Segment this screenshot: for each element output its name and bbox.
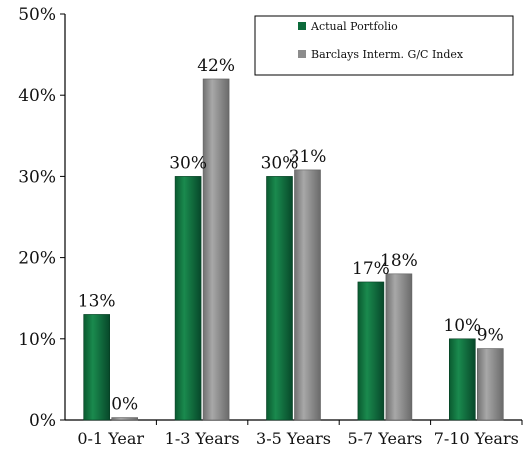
x-axis: 0-1 Year 1-3 Years 3-5 Years 5-7 Years 7-10 … xyxy=(65,419,523,448)
data-label-barclays-index: 9% xyxy=(477,326,504,346)
data-label-actual-portfolio: 10% xyxy=(443,316,481,336)
data-label-barclays-index: 42% xyxy=(197,56,235,76)
bar-actual-portfolio xyxy=(357,281,385,421)
bar-actual-portfolio xyxy=(266,176,293,421)
data-label-barclays-index: 31% xyxy=(289,147,327,167)
x-tick-label: 3-5 Years xyxy=(256,429,331,448)
bars xyxy=(83,78,504,421)
data-labels: 13%0%30%42%30%31%17%18%10%9% xyxy=(78,56,504,415)
y-tick-label: 10% xyxy=(18,330,56,350)
data-label-barclays-index: 0% xyxy=(111,395,138,415)
y-axis: 0% 10% 20% 30% 40% 50% xyxy=(18,5,66,431)
y-tick-label: 50% xyxy=(18,5,56,25)
data-label-actual-portfolio: 17% xyxy=(352,259,390,279)
legend-swatch xyxy=(298,50,306,58)
y-tick-label: 30% xyxy=(18,167,56,187)
legend: Actual Portfolio Barclays Interm. G/C Ind… xyxy=(254,15,514,76)
data-label-actual-portfolio: 30% xyxy=(261,153,299,173)
legend-label: Actual Portfolio xyxy=(310,20,398,33)
bar-actual-portfolio xyxy=(83,314,110,421)
bar-barclays-index xyxy=(385,273,413,421)
x-tick-label: 0-1 Year xyxy=(77,429,144,448)
x-tick-label: 5-7 Years xyxy=(347,429,422,448)
bar-barclays-index xyxy=(476,348,504,421)
y-tick-label: 20% xyxy=(18,249,56,269)
x-tick-label: 1-3 Years xyxy=(165,429,240,448)
bar-actual-portfolio xyxy=(174,176,202,421)
bar-barclays-index xyxy=(294,169,321,421)
y-tick-label: 40% xyxy=(18,86,56,106)
legend-swatch xyxy=(298,22,306,30)
y-tick-label: 0% xyxy=(29,411,56,431)
bar-barclays-index xyxy=(111,417,138,421)
bar-barclays-index xyxy=(202,78,230,421)
legend-label: Barclays Interm. G/C Index xyxy=(311,48,464,61)
x-tick-label: 7-10 Years xyxy=(434,429,519,448)
data-label-barclays-index: 18% xyxy=(380,251,418,271)
data-label-actual-portfolio: 30% xyxy=(169,153,207,173)
bar-actual-portfolio xyxy=(448,338,476,421)
data-label-actual-portfolio: 13% xyxy=(78,291,116,311)
